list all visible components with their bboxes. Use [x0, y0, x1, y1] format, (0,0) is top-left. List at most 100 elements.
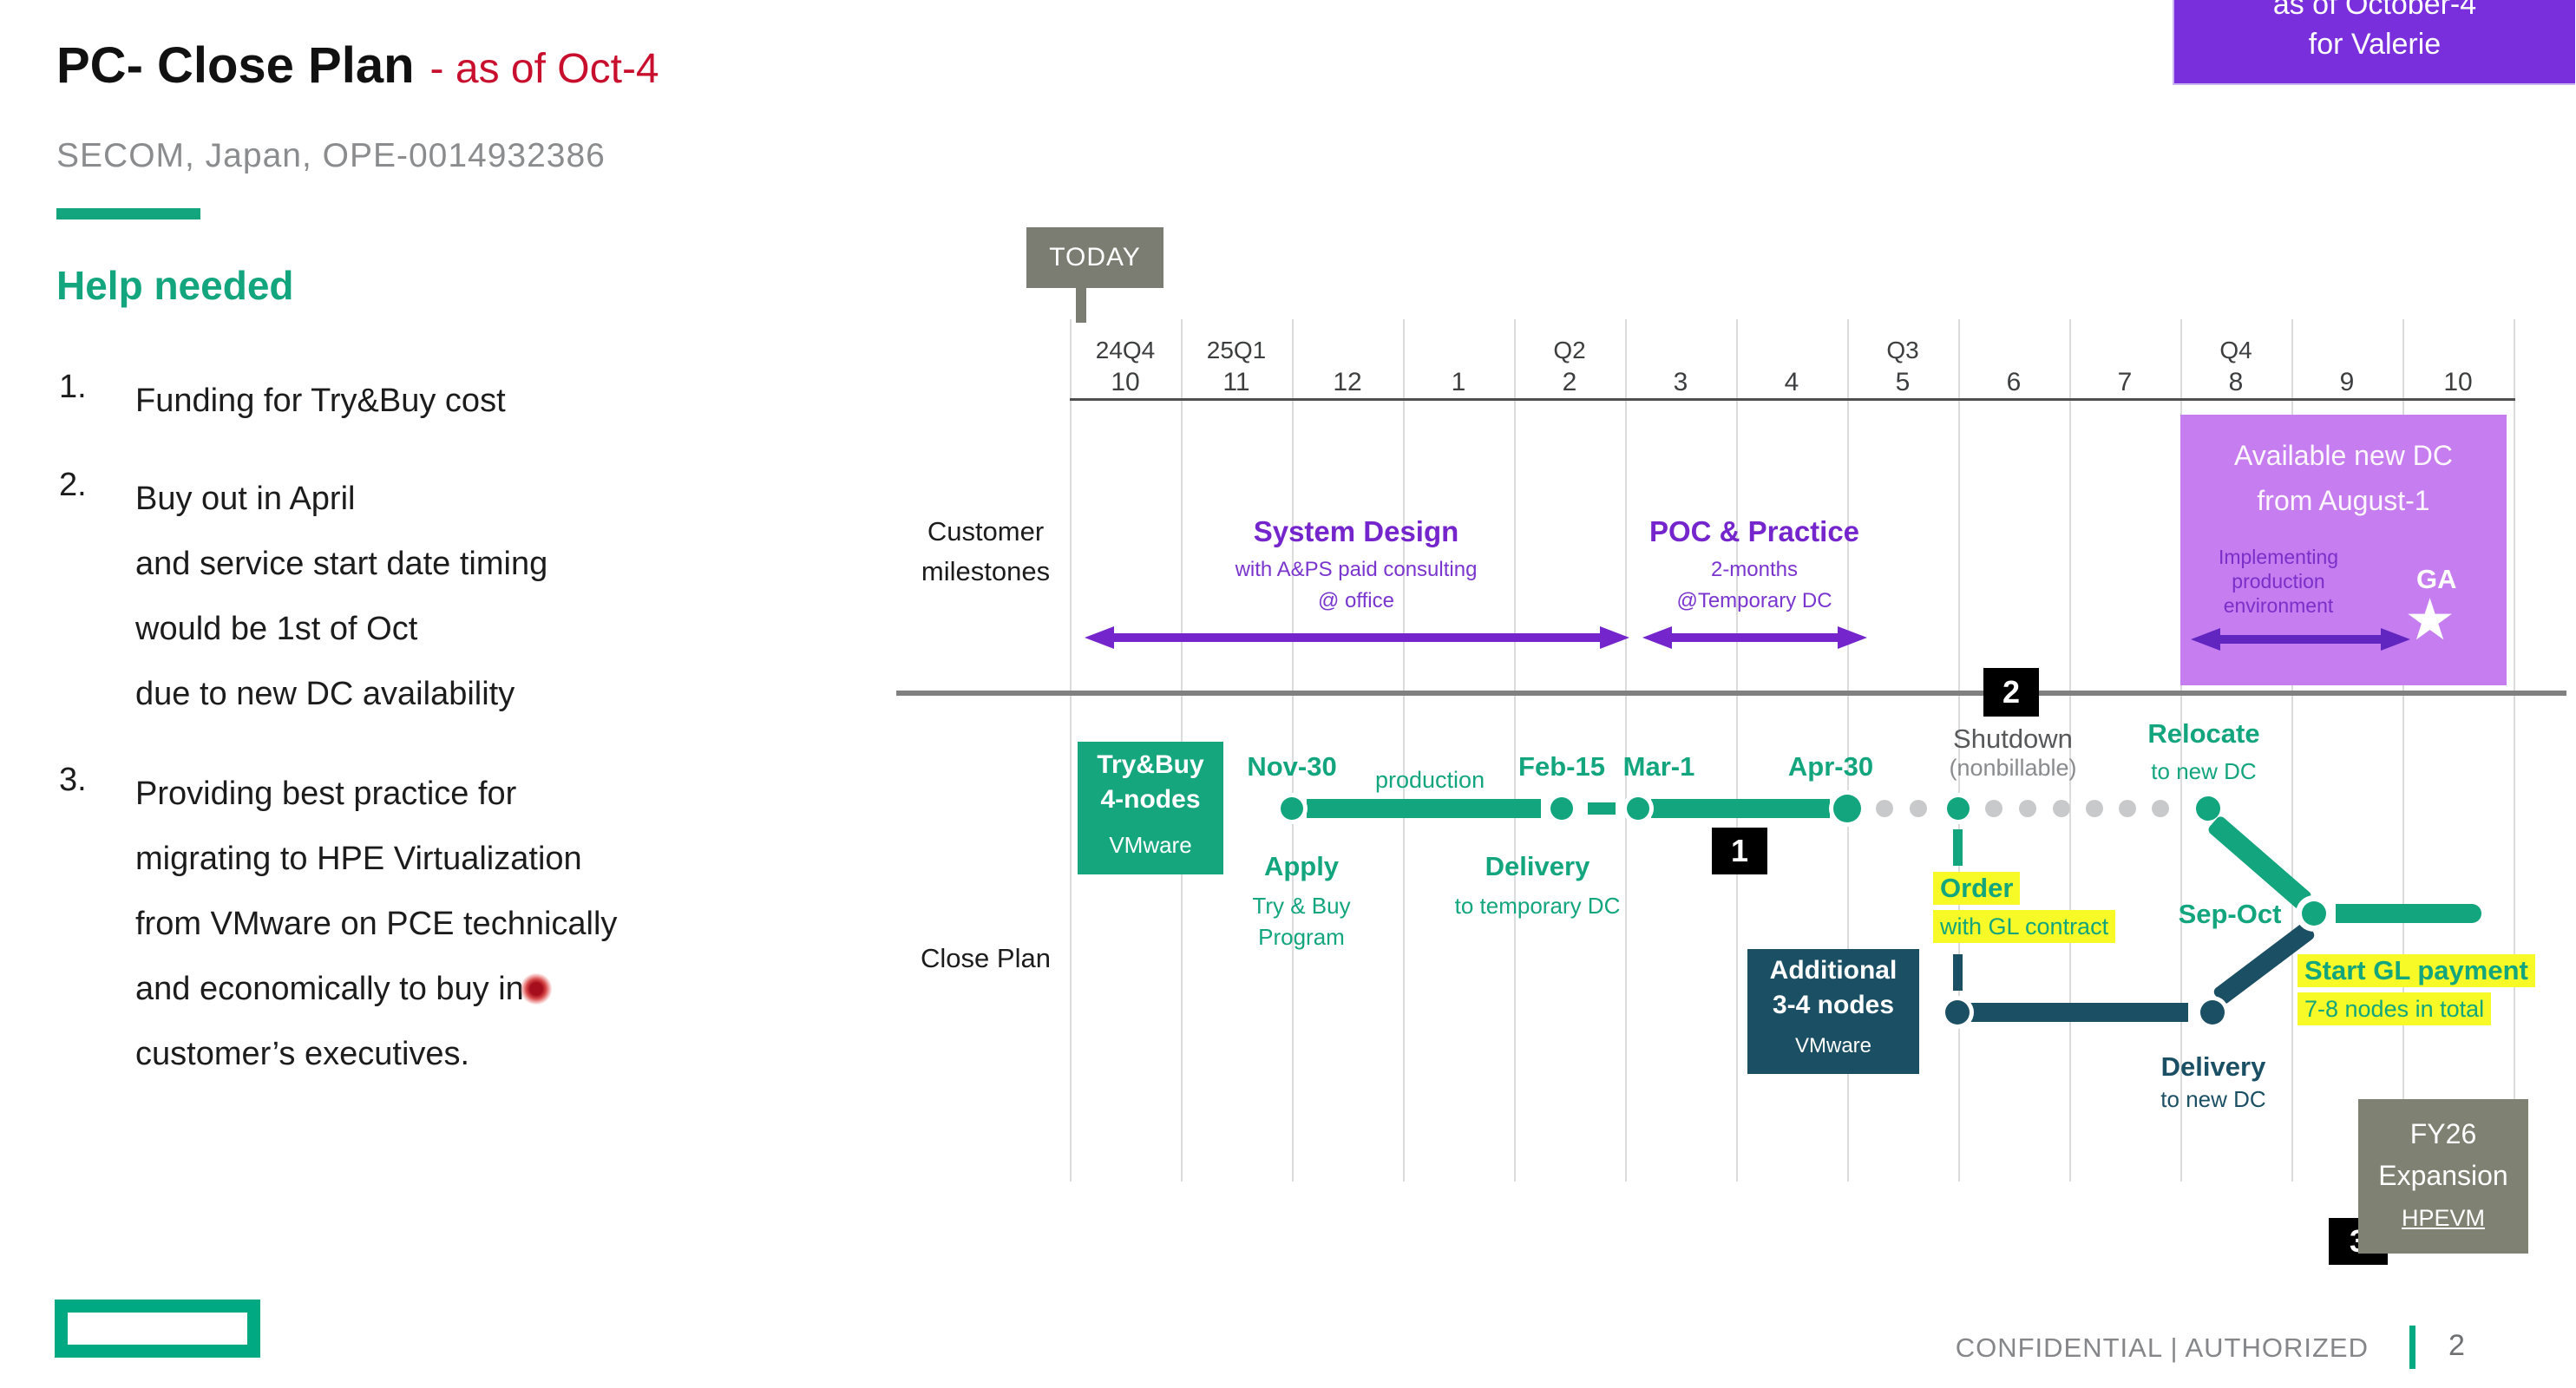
poc-arrow	[1642, 626, 1867, 649]
ga-label: GA	[2416, 564, 2457, 594]
month-label: 8	[2228, 368, 2244, 396]
gridline	[1847, 319, 1849, 1182]
hpe-logo	[55, 1300, 260, 1358]
milestone-dot-mar1	[1627, 797, 1649, 820]
merge-dot-sep-oct	[2302, 901, 2326, 926]
system-design-title: System Design	[1253, 515, 1459, 547]
badge-2: 2	[1983, 668, 2039, 717]
gridline	[2180, 319, 2182, 1182]
month-label: 3	[1673, 368, 1688, 396]
page-number: 2	[2448, 1329, 2465, 1362]
milestone-dot-relocate	[2196, 796, 2220, 821]
quarter-label: Q3	[1886, 337, 1919, 363]
quarter-label: Q2	[1553, 337, 1586, 363]
gridline	[2291, 319, 2293, 1182]
poc-sub2: @Temporary DC	[1676, 589, 1832, 612]
milestone-dot-shutdown	[1947, 797, 1970, 820]
gray-dot	[2019, 800, 2036, 817]
today-marker-stem	[1076, 288, 1086, 323]
banner-line2: for Valerie	[2308, 28, 2442, 61]
track-bar-gl-payment	[2336, 904, 2481, 923]
ga-star-icon: ★	[2404, 587, 2456, 651]
badge-1: 1	[1712, 828, 1767, 874]
system-design-sub2: @ office	[1318, 589, 1394, 612]
subtitle: SECOM, Japan, OPE-0014932386	[56, 137, 606, 174]
new-dc-arrow	[2191, 628, 2410, 651]
label-feb15: Feb-15	[1518, 751, 1605, 782]
today-marker: TODAY	[1026, 227, 1163, 288]
gridline	[2402, 319, 2404, 1182]
help-item-1: 1. Funding for Try&Buy cost	[59, 369, 506, 434]
help-item-2-line: Buy out in April	[135, 481, 356, 517]
additional-nodes-box: Additional 3-4 nodes VMware	[1747, 949, 1919, 1074]
try-buy-line2: 4-nodes	[1100, 785, 1201, 814]
label-delivery-temp-sub: to temporary DC	[1454, 893, 1621, 919]
footer-divider	[2409, 1326, 2415, 1369]
poc-title: POC & Practice	[1649, 515, 1860, 547]
revision-banner: as of October-4 for Valerie	[2173, 0, 2575, 85]
additional-track-bar	[1970, 1003, 2188, 1022]
gridline	[1514, 319, 1516, 1182]
help-item-1-line: Funding for Try&Buy cost	[135, 383, 506, 419]
fy26-line3: HPEVM	[2401, 1205, 2486, 1231]
track-dash-gap	[1588, 802, 1616, 815]
gridline	[1736, 319, 1738, 1182]
label-shutdown-sub: (nonbillable)	[1949, 755, 2077, 781]
gridline	[2514, 319, 2515, 1182]
new-dc-title2: from August-1	[2257, 485, 2430, 516]
month-label: 2	[1562, 368, 1577, 396]
label-order-sub: with GL contract	[1933, 910, 2116, 943]
fy26-line1: FY26	[2409, 1118, 2477, 1149]
row-label-milestones: Customer milestones	[921, 516, 1051, 586]
milestone-dot-apr30	[1833, 795, 1861, 822]
section-separator	[896, 691, 2566, 696]
gridline	[1070, 319, 1072, 1182]
month-label: 10	[2443, 368, 2473, 396]
laser-pointer-dot	[521, 973, 552, 1005]
label-start-gl: Start GL payment	[2297, 954, 2535, 987]
gray-dot	[2053, 800, 2070, 817]
help-item-2-line: and service start date timing	[135, 546, 548, 582]
title-accent-bar	[56, 208, 200, 219]
label-delivery-temp: Delivery	[1485, 851, 1590, 881]
label-start-gl-sub: 7-8 nodes in total	[2297, 992, 2492, 1025]
help-item-3: 3. Providing best practice for migrating…	[59, 762, 617, 1087]
gray-dot	[1910, 800, 1927, 817]
help-item-3-line: migrating to HPE Virtualization	[135, 841, 582, 877]
gridline	[1292, 319, 1294, 1182]
milestone-dot-feb15	[1550, 797, 1573, 820]
label-shutdown: Shutdown	[1953, 723, 2073, 754]
gridline	[1625, 319, 1627, 1182]
month-label: 11	[1222, 368, 1250, 396]
help-item-2: 2. Buy out in April and service start da…	[59, 467, 547, 727]
help-item-3-line: from VMware on PCE technically	[135, 906, 618, 942]
header-underline	[1070, 398, 2515, 401]
month-label: 6	[2006, 368, 2022, 396]
label-mar1: Mar-1	[1622, 751, 1695, 782]
help-item-3-line: customer’s executives.	[135, 1036, 470, 1072]
order-connector-green	[1953, 829, 1963, 866]
help-item-3-number: 3.	[59, 762, 87, 798]
label-production: production	[1375, 767, 1485, 793]
month-label: 5	[1895, 368, 1911, 396]
new-dc-subtext: Implementing production environment	[2218, 546, 2339, 617]
gray-dot	[1985, 800, 2002, 817]
gray-dot	[2086, 800, 2103, 817]
page-title: PC- Close Plan	[56, 37, 415, 94]
help-item-2-number: 2.	[59, 467, 87, 503]
try-buy-line3: VMware	[1109, 832, 1192, 858]
label-nov30: Nov-30	[1247, 751, 1337, 782]
track-bar-production	[1307, 799, 1541, 818]
gridline	[1403, 319, 1405, 1182]
available-new-dc-box: Available new DC from August-1 Implement…	[2180, 415, 2507, 685]
label-delivery-new: Delivery	[2160, 1051, 2266, 1082]
fy26-expansion-box: FY26 Expansion HPEVM	[2358, 1099, 2528, 1254]
additional-line1: Additional	[1769, 956, 1898, 985]
quarter-label: Q4	[2219, 337, 2252, 363]
label-relocate-sub: to new DC	[2151, 758, 2257, 784]
help-heading: Help needed	[56, 263, 294, 308]
month-label: 9	[2339, 368, 2355, 396]
try-buy-box: Try&Buy 4-nodes VMware	[1078, 742, 1223, 874]
additional-line3: VMware	[1794, 1034, 1872, 1057]
